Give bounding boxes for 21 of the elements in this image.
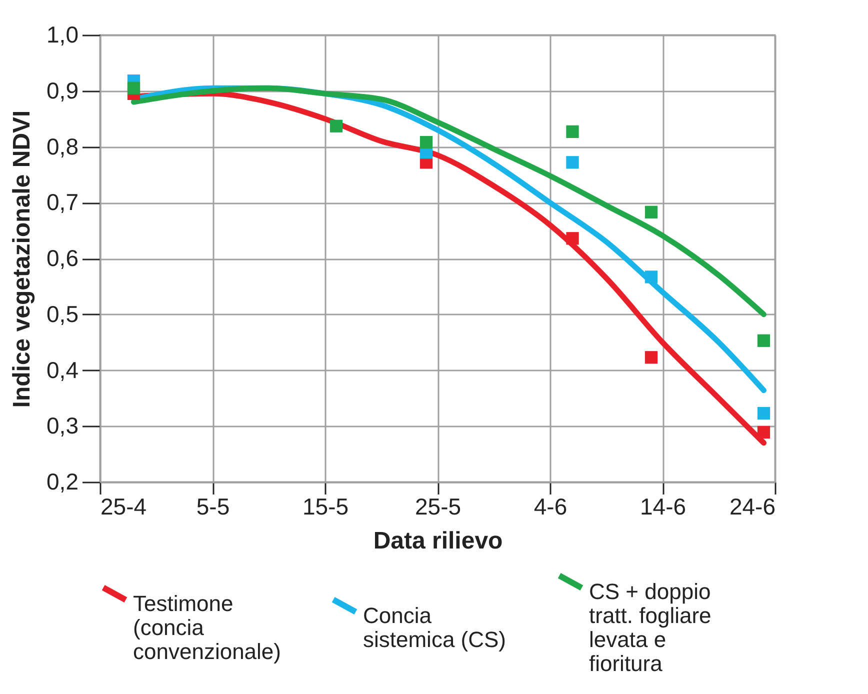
x-tick-label: 5-5 [196, 494, 230, 520]
legend-label: CS + doppio tratt. fogliare levata e fioritura [589, 578, 712, 676]
y-tick-label: 0,5 [46, 300, 78, 327]
y-tick-label: 0,7 [46, 189, 78, 216]
x-tick-label: 4-6 [534, 494, 568, 520]
y-tick-label: 0,3 [46, 412, 78, 439]
x-axis-title: Data rilievo [373, 528, 503, 554]
x-tick-label: 14-6 [640, 494, 686, 520]
y-tick-label: 0,8 [46, 133, 78, 160]
y-axis-title: Indice vegetazionale NDVI [8, 110, 36, 408]
x-tick-label: 25-4 [100, 494, 147, 520]
x-tick-label: 15-5 [302, 494, 349, 520]
y-tick-label: 0,6 [46, 245, 78, 271]
legend-label: Concia sistemica (CS) [363, 602, 506, 652]
y-tick-label: 0,4 [46, 356, 79, 383]
y-tick-label: 1,0 [46, 22, 78, 48]
y-tick-label: 0,2 [46, 468, 78, 494]
x-tick-label: 24-6 [729, 494, 776, 520]
x-tick-label: 25-5 [414, 494, 462, 520]
legend-label: Testimone (concia convenzionale) [133, 590, 281, 664]
y-tick-label: 0,9 [46, 77, 78, 104]
